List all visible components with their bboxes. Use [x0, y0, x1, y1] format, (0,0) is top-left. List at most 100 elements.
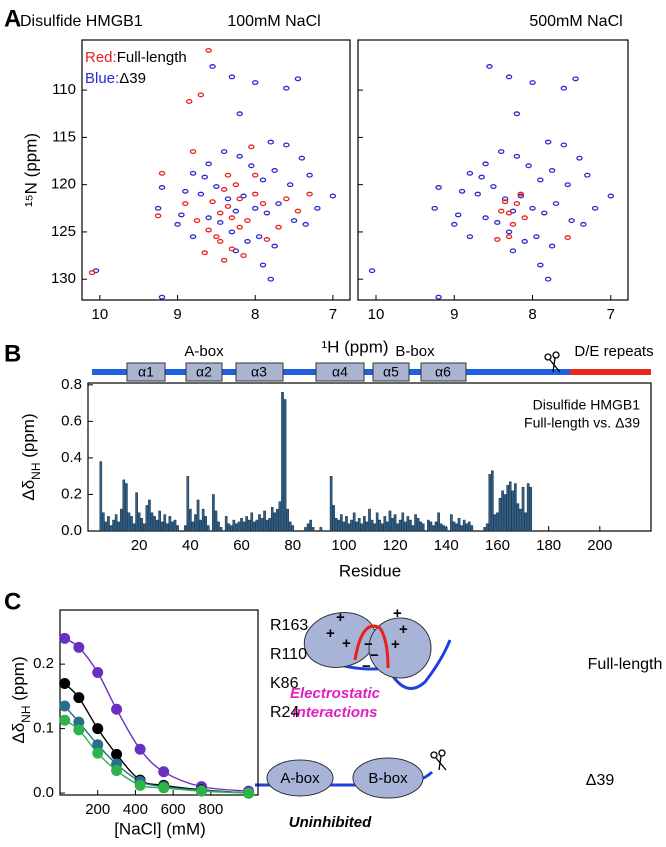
peak — [228, 246, 236, 252]
bar — [278, 501, 282, 532]
bar — [160, 521, 164, 532]
bar — [524, 512, 527, 532]
bar — [291, 525, 295, 532]
peak — [154, 213, 162, 219]
bar — [378, 519, 382, 532]
peak — [490, 184, 497, 189]
peak — [517, 193, 525, 199]
bar — [283, 399, 287, 532]
y-tick-label: 0.0 — [61, 522, 82, 539]
bar — [511, 490, 515, 532]
peak — [294, 208, 302, 214]
bar — [442, 525, 446, 532]
bar — [485, 523, 489, 532]
bar — [281, 391, 284, 532]
fit-line — [64, 637, 249, 792]
peak — [205, 161, 212, 167]
y-tick-label: 0.4 — [61, 449, 82, 466]
peak — [505, 234, 513, 240]
y-axis-label: ΔδNH (ppm) — [19, 413, 43, 500]
charge: − — [362, 658, 371, 675]
bar — [191, 521, 195, 532]
bar — [206, 525, 210, 532]
x-tick-label: 60 — [233, 537, 250, 554]
peak — [88, 270, 96, 276]
x-tick-label: 400 — [123, 801, 148, 818]
data-point — [59, 700, 71, 712]
peak — [314, 205, 321, 211]
x-tick-label: 800 — [198, 801, 223, 818]
peak — [294, 76, 302, 82]
chart-title: 500mM NaCl — [529, 13, 622, 30]
state-label: Uninhibited — [289, 814, 372, 831]
bar — [501, 490, 504, 532]
bar — [237, 521, 241, 532]
bar — [219, 527, 223, 532]
bar — [250, 512, 254, 532]
charge: + — [399, 621, 408, 638]
peak — [431, 205, 438, 211]
bar — [355, 521, 359, 532]
peak — [205, 227, 212, 233]
y-tick-label: 0.8 — [61, 376, 82, 393]
panel-label: A — [4, 5, 21, 32]
peak — [505, 74, 513, 80]
bar — [419, 521, 422, 532]
bar — [508, 481, 512, 532]
peak — [259, 262, 267, 268]
bar — [329, 475, 333, 532]
peak — [537, 262, 544, 268]
annotation: Disulfide HMGB1 — [533, 397, 641, 413]
scissors — [430, 749, 447, 771]
peak — [182, 201, 189, 207]
helix-label: α3 — [251, 364, 267, 380]
bar — [483, 527, 486, 532]
bar — [409, 519, 412, 532]
peak — [564, 182, 571, 188]
helix-label: α1 — [138, 364, 154, 380]
peak — [224, 172, 232, 178]
bar — [360, 523, 364, 532]
bar — [171, 521, 174, 532]
bar — [186, 475, 190, 532]
bar — [457, 518, 461, 532]
chart-title: 100mM NaCl — [227, 13, 320, 30]
peak — [217, 210, 224, 216]
peak — [220, 149, 228, 155]
peak — [271, 168, 278, 173]
peak — [158, 294, 166, 300]
peak — [283, 85, 290, 91]
peak — [482, 215, 489, 221]
label-part: Δδ — [19, 480, 38, 501]
bar — [288, 521, 292, 532]
peak — [525, 163, 532, 169]
peak — [529, 205, 536, 211]
bar — [506, 485, 509, 532]
peak — [544, 276, 552, 282]
peak — [501, 199, 509, 205]
peak — [501, 196, 509, 202]
peak — [552, 201, 560, 207]
bar — [380, 523, 384, 532]
bar — [437, 512, 440, 532]
bar — [319, 527, 323, 532]
bar — [526, 483, 530, 532]
bar — [263, 510, 266, 532]
y-axis-label: ¹⁵N (ppm) — [21, 133, 40, 207]
legend-entry: R163 — [270, 617, 308, 634]
bar — [153, 516, 156, 532]
panel-label: B — [4, 340, 21, 367]
bar — [127, 512, 131, 532]
bar — [112, 519, 115, 532]
bar — [452, 521, 456, 532]
peak — [201, 250, 208, 256]
legend-name: Δ39 — [119, 70, 146, 87]
peak — [548, 243, 556, 249]
peak — [205, 215, 212, 221]
x-tick-label: 40 — [182, 537, 199, 554]
y-tick-label: 130 — [51, 270, 76, 287]
data-point — [195, 785, 207, 797]
peak — [259, 201, 267, 207]
